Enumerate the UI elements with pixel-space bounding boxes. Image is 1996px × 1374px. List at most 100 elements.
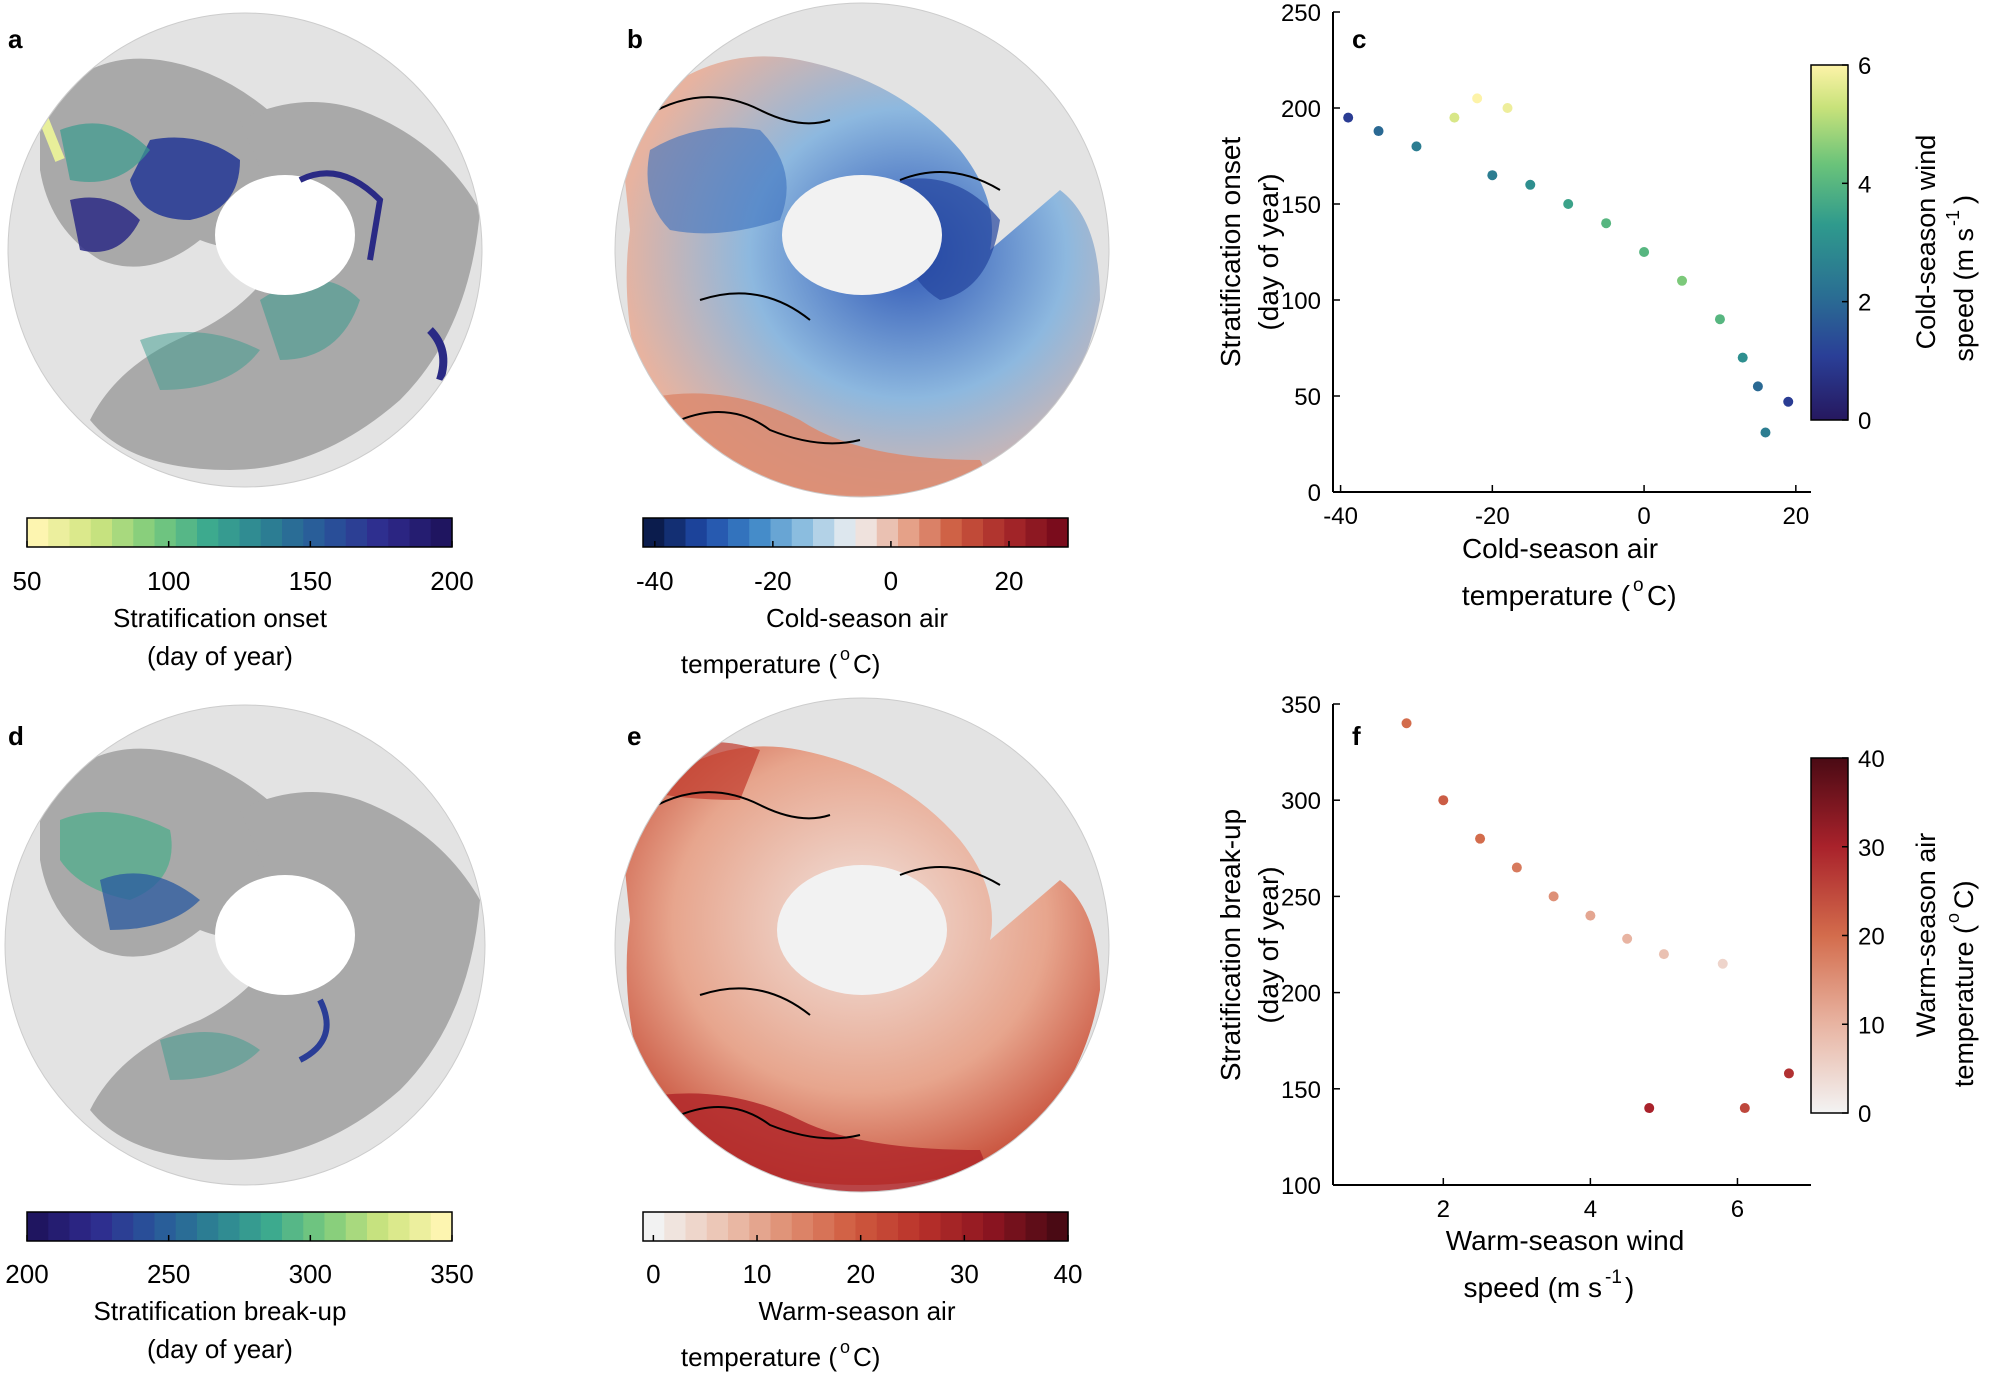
colorbar-a-cell	[112, 518, 134, 547]
colorbar-b-cell	[1025, 518, 1048, 547]
colorbar-c-ticks: 0 2 4 6	[1842, 53, 1871, 435]
scatter-c-point	[1525, 179, 1536, 190]
colorbar-e-cell	[770, 1212, 793, 1241]
colorbar-f-label-2: temperature (	[1949, 925, 1979, 1087]
colorbar-a-cell	[133, 518, 156, 547]
axis-c-ytick-label: 200	[1281, 96, 1321, 123]
scatter-c-point	[1563, 199, 1574, 209]
coastlines-b	[639, 96, 1001, 445]
axis-f-ytick-label: 100	[1281, 1173, 1321, 1200]
colorbar-e-cell	[919, 1212, 942, 1241]
axis-c-ytick-label: 250	[1281, 0, 1321, 27]
axis-f-xtick-label: 2	[1437, 1196, 1450, 1223]
axis-c-xtick-label: 0	[1637, 503, 1650, 530]
colorbar-d-cell	[133, 1212, 156, 1241]
colorbar-b-cell	[685, 518, 708, 547]
scatter-f-point	[1401, 718, 1412, 729]
colorbar-b-tick-label: -20	[754, 566, 792, 596]
panel-label-d: d	[8, 721, 24, 751]
axis-f-ytick-label: 150	[1281, 1077, 1321, 1104]
colorbar-d-frame	[26, 1211, 453, 1242]
colorbar-f-tick-label: 30	[1858, 835, 1885, 862]
ylabel-c-1: Stratification onset	[1215, 137, 1246, 368]
colorbar-d-cell	[239, 1212, 262, 1241]
onset-teal-patch	[60, 123, 150, 182]
colorbar-e-cell	[855, 1212, 878, 1241]
colorbar-a-cell	[27, 518, 49, 547]
colorbar-b-tick-label: -40	[636, 566, 674, 596]
axis-f-ytick-label: 250	[1281, 884, 1321, 911]
map-d-border	[4, 704, 486, 1186]
colorbar-f-tick-label: 0	[1858, 1101, 1871, 1128]
onset-blue-patch	[130, 137, 240, 220]
scatter-c-points	[1343, 93, 1794, 438]
colorbar-a-cell	[69, 518, 92, 547]
colorbar-d-cell	[260, 1212, 283, 1241]
scatter-c-point	[1487, 170, 1498, 181]
scatter-f-point	[1717, 958, 1728, 969]
colorbar-e-tick-label: 30	[950, 1259, 979, 1289]
cold-patch-na	[647, 127, 787, 234]
colorbar-a-title-2: (day of year)	[147, 641, 293, 671]
xlabel-c-end: C)	[1647, 580, 1677, 611]
colorbar-e-tick-label: 20	[846, 1259, 875, 1289]
colorbar-b-frame	[642, 517, 1069, 548]
colorbar-a-cell	[175, 518, 198, 547]
colorbar-a-cell	[48, 518, 71, 547]
panel-e: e 0 10 20 30 40 Warm-season air temperature …	[614, 697, 1110, 1372]
scatter-c-point	[1639, 247, 1650, 257]
xlabel-c-2: temperature (	[1462, 580, 1631, 611]
colorbar-c-tick-label: 2	[1858, 290, 1871, 317]
onset-teal-patch-eu	[260, 280, 360, 360]
colorbar-a-tick-label: 150	[289, 566, 332, 596]
panel-b: b -40 -20 0 20 Cold-season air temperature …	[614, 2, 1110, 679]
scatter-f-point	[1548, 891, 1559, 902]
colorbar-d-cell	[27, 1212, 49, 1241]
colorbar-b-cell	[791, 518, 814, 547]
scatter-f-point	[1511, 862, 1522, 873]
colorbar-a-cell	[430, 518, 453, 547]
scatter-f-point	[1622, 933, 1633, 944]
colorbar-b-cell	[664, 518, 687, 547]
colorbar-a-title-1: Stratification onset	[113, 603, 328, 633]
colorbar-e-title-1: Warm-season air	[759, 1296, 956, 1326]
colorbar-e-cell	[706, 1212, 729, 1241]
scatter-f-point	[1438, 795, 1449, 806]
colorbar-a-cell	[303, 518, 326, 547]
colorbar-a-cell	[197, 518, 219, 547]
arctic-ocean	[215, 175, 355, 295]
scatter-c-point	[1677, 275, 1688, 286]
colorbar-b-title-sup: o	[840, 644, 850, 664]
colorbar-b-tick-label: 0	[884, 566, 898, 596]
colorbar-f-label-sup: o	[1943, 913, 1963, 923]
colorbar-e-cell	[898, 1212, 920, 1241]
colorbar-f-label-1: Warm-season air	[1911, 833, 1941, 1038]
scatter-c-point	[1714, 314, 1725, 325]
colorbar-e-cell	[834, 1212, 857, 1241]
colorbar-e-cell	[791, 1212, 814, 1241]
axis-f-xtick-label: 4	[1584, 1196, 1597, 1223]
arctic-ocean-e	[777, 865, 947, 995]
xlabel-f-1: Warm-season wind	[1446, 1225, 1685, 1256]
colorbar-d-cell	[90, 1212, 113, 1241]
colorbar-e-title-end: C)	[853, 1342, 880, 1372]
scatter-c-point	[1737, 352, 1748, 363]
colorbar-e-cell	[685, 1212, 708, 1241]
colorbar-c-label-end: )	[1949, 195, 1979, 204]
colorbar-c	[1810, 64, 1849, 421]
colorbar-a-cell	[90, 518, 113, 547]
panel-a: a 50 100 150 200 Stratification onset (day …	[7, 12, 483, 671]
scatter-c-point	[1760, 427, 1771, 438]
scatter-f-point	[1475, 833, 1486, 844]
panel-label-b: b	[627, 24, 643, 54]
colorbar-a-cell	[154, 518, 177, 547]
colorbar-b-cell	[876, 518, 899, 547]
colorbar-b-cell	[813, 518, 835, 547]
map-e	[615, 698, 1109, 1192]
colorbar-c-tick-label: 0	[1858, 408, 1871, 435]
colorbar-e-cell	[728, 1212, 750, 1241]
onset-line-siberia	[298, 170, 384, 261]
onset-line-east	[427, 327, 448, 382]
